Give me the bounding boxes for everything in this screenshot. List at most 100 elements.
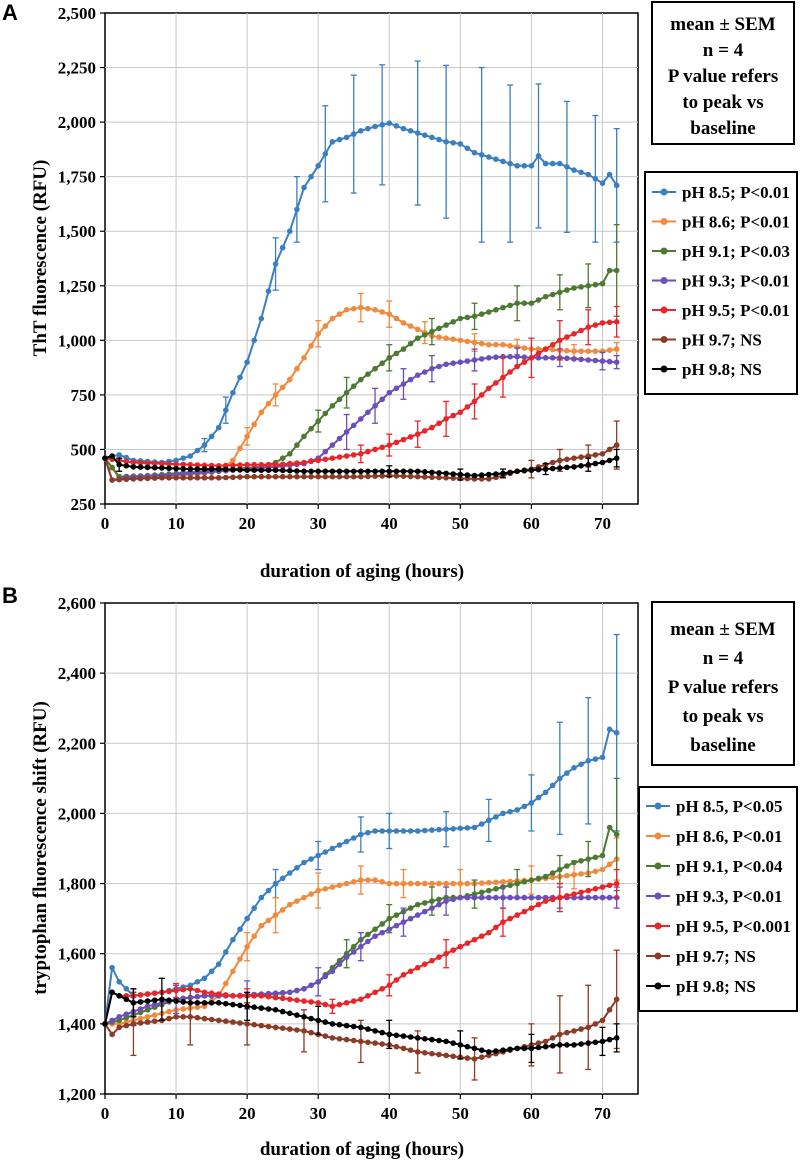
data-point [486,879,492,886]
data-point [549,291,556,298]
data-point [386,442,393,448]
data-point [343,954,350,960]
data-point [436,826,442,833]
legend-item-b-2: pH 9.1, P<0.04 [646,857,783,876]
legend-swatch-marker [654,952,662,960]
data-point [521,894,528,901]
data-point [507,343,513,349]
data-point [578,1041,584,1047]
data-point [542,1038,549,1045]
data-point [336,842,343,848]
y-axis-label-b: tryptophan fluorescence shift (RFU) [30,701,51,995]
data-point [606,358,613,365]
data-point [379,309,386,315]
data-point [151,464,158,471]
data-point [564,334,570,340]
data-point [123,996,130,1003]
data-point [471,313,478,320]
data-point [251,933,257,939]
data-point [187,1014,194,1020]
data-point [144,998,151,1004]
data-point [301,468,307,475]
legend-label: pH 9.1, P<0.04 [676,857,783,876]
legend-label: pH 8.5; P<0.01 [682,183,790,202]
x-tick-label: 30 [310,1104,327,1123]
data-point [294,206,300,213]
data-point [329,468,336,475]
data-point [514,363,520,370]
data-point [109,464,115,471]
data-point [450,471,457,477]
data-point [507,1046,513,1053]
data-point [329,1021,336,1027]
data-point [180,1014,186,1020]
data-point [151,997,158,1003]
data-point [265,993,272,1000]
data-point [379,879,386,885]
data-point [464,404,471,410]
data-point [486,385,492,392]
data-point [208,1016,215,1023]
data-point [315,1000,322,1006]
data-point [457,471,464,478]
data-point [457,141,464,147]
data-point [343,473,350,480]
data-point [336,435,343,442]
data-point [223,992,229,998]
data-point [592,1021,599,1027]
data-point [578,1026,584,1032]
data-point [436,334,442,340]
data-point [379,444,386,451]
data-point [272,473,279,480]
data-point [578,169,584,176]
data-point [606,1036,613,1043]
data-point [301,459,307,466]
data-point [258,922,265,929]
data-point [599,180,606,186]
data-point [230,462,236,469]
data-point [414,335,421,342]
data-point [265,461,272,468]
data-point [144,1003,151,1010]
data-point [407,880,414,887]
legend-item-b-5: pH 9.7; NS [646,947,756,966]
data-point [279,467,286,474]
data-point [329,315,336,322]
data-point [450,896,457,903]
data-point [365,468,371,475]
data-point [244,473,250,480]
data-point [535,466,542,473]
data-point [557,1042,563,1048]
data-point [585,887,592,894]
data-point [407,1047,414,1053]
data-point [358,304,364,311]
data-point [166,997,172,1003]
data-point [400,346,407,352]
data-point [201,975,208,982]
data-point [557,866,563,873]
legend-item-a-4: pH 9.5; P<0.01 [652,301,790,320]
data-point [379,468,386,475]
data-point [336,1001,343,1008]
data-point [564,872,570,879]
data-point [194,993,201,1000]
data-point [606,882,613,889]
data-point [386,389,393,396]
data-point [223,462,229,469]
data-point [287,467,293,474]
data-point [194,979,201,985]
legend-swatch-marker [654,982,662,990]
data-point [429,898,435,904]
data-point [493,354,499,361]
note-line: mean ± SEM [670,619,775,640]
legend-swatch-marker [660,188,668,196]
data-point [486,154,492,160]
data-point [237,956,243,962]
data-point [386,355,393,361]
data-point [258,473,265,480]
data-point [564,863,570,869]
data-point [237,1020,243,1026]
data-point [244,1003,250,1010]
data-point [414,372,421,379]
data-point [180,466,186,472]
